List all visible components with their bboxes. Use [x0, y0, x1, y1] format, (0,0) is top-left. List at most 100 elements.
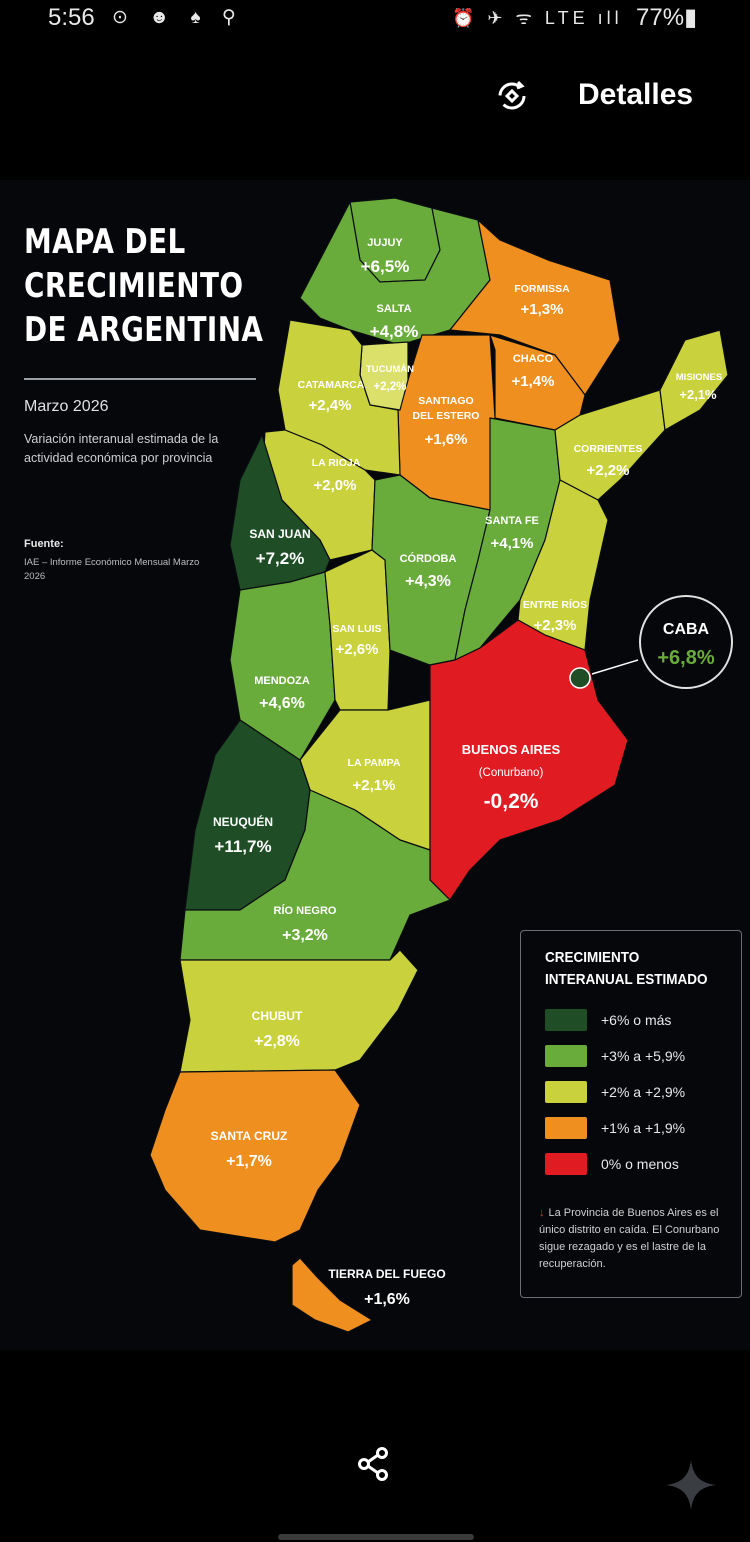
title-line: CRECIMIENTO: [24, 266, 244, 306]
source-label: Fuente:: [24, 538, 64, 550]
label-la-pampa: LA PAMPA: [348, 757, 401, 769]
status-time: 5:56: [48, 4, 95, 31]
poster-title: MAPA DEL CRECIMIENTO DE ARGENTINA: [24, 220, 263, 352]
label-cordoba: CÓRDOBA: [400, 552, 457, 565]
legend-swatch: [545, 1045, 587, 1067]
notification-icons: ⊙ ☻ ♠ ⚲: [112, 7, 244, 28]
province-misiones: [659, 329, 729, 431]
viewer-bottom-bar: [0, 1350, 750, 1542]
label-salta: SALTA: [376, 303, 411, 315]
title-line: MAPA DEL: [24, 222, 186, 262]
legend-item: +3% a +5,9%: [545, 1045, 735, 1069]
map-poster: MAPA DEL CRECIMIENTO DE ARGENTINA Marzo …: [0, 180, 750, 1350]
legend-swatch: [545, 1153, 587, 1175]
caba-connector: [591, 659, 639, 675]
value-neuquen: +11,7%: [214, 837, 271, 856]
sparkle-icon[interactable]: [664, 1458, 718, 1512]
details-button[interactable]: Detalles: [578, 78, 694, 111]
legend-label: +1% a +1,9%: [601, 1120, 686, 1136]
value-caba: +6,8%: [657, 647, 714, 669]
label-san-juan: SAN JUAN: [249, 527, 310, 541]
legend-swatch: [545, 1081, 587, 1103]
legend-note: ↓ La Provincia de Buenos Aires es el únic…: [539, 1205, 735, 1273]
legend-swatch: [545, 1009, 587, 1031]
title-line: DE ARGENTINA: [24, 310, 264, 350]
legend-item: 0% o menos: [545, 1153, 735, 1177]
value-la-pampa: +2,1%: [353, 777, 396, 794]
label-la-rioja: LA RIOJA: [312, 457, 361, 469]
value-buenos-aires: -0,2%: [484, 790, 539, 813]
value-catamarca: +2,4%: [309, 397, 352, 414]
value-chubut: +2,8%: [254, 1033, 300, 1050]
value-corrientes: +2,2%: [587, 462, 630, 479]
label-tucuman: TUCUMÁN: [366, 364, 414, 375]
title-divider: [24, 378, 256, 380]
province-chubut: [179, 949, 419, 1073]
poster-date: Marzo 2026: [24, 398, 109, 415]
source-text: IAE – Informe Económico Mensual Marzo 20…: [24, 557, 200, 582]
label-jujuy: JUJUY: [367, 237, 403, 249]
province-buenos-aires: [429, 619, 629, 901]
value-tierra-del-fuego: +1,6%: [364, 1291, 410, 1308]
label-rio-negro: RÍO NEGRO: [274, 904, 337, 917]
label-caba: CABA: [663, 621, 710, 638]
label-chaco: CHACO: [513, 353, 554, 365]
poster-description: Variación interanual estimada de la acti…: [24, 432, 219, 465]
value-salta: +4,8%: [370, 322, 419, 341]
legend-title-line: CRECIMIENTO: [545, 949, 640, 966]
label-catamarca: CATAMARCA: [298, 379, 365, 391]
legend-label: +6% o más: [601, 1012, 672, 1028]
value-chaco: +1,4%: [512, 373, 555, 390]
down-arrow-icon: ↓: [539, 1207, 545, 1219]
province-santa-cruz: [149, 1069, 361, 1243]
map-legend: CRECIMIENTO INTERANUAL ESTIMADO +6% o má…: [520, 930, 742, 1298]
legend-note-text: La Provincia de Buenos Aires es el único…: [539, 1207, 720, 1270]
value-formosa: +1,3%: [521, 301, 564, 318]
caba-marker: [569, 667, 591, 689]
value-santa-cruz: +1,7%: [226, 1153, 272, 1170]
label-santa-fe: SANTA FE: [485, 515, 539, 527]
value-entre-rios: +2,3%: [534, 617, 577, 634]
value-tucuman: +2,2%: [374, 381, 407, 393]
value-rio-negro: +3,2%: [282, 927, 328, 944]
province-rio-negro: [179, 789, 451, 961]
value-la-rioja: +2,0%: [314, 477, 357, 494]
legend-title: CRECIMIENTO INTERANUAL ESTIMADO: [545, 947, 708, 991]
legend-title-line: INTERANUAL ESTIMADO: [545, 971, 708, 988]
value-san-juan: +7,2%: [256, 549, 305, 568]
battery-indicator: 77%▮: [636, 4, 698, 31]
province-catamarca: [277, 319, 401, 476]
province-santiago-del-estero: [397, 334, 496, 511]
sub-buenos-aires: (Conurbano): [479, 767, 544, 779]
value-misiones: +2,1%: [679, 387, 717, 402]
value-cordoba: +4,3%: [405, 573, 451, 590]
label-entre-rios: ENTRE RÍOS: [523, 598, 587, 611]
share-icon[interactable]: [354, 1444, 394, 1484]
legend-label: 0% o menos: [601, 1156, 679, 1172]
caba-callout: [639, 595, 733, 689]
label-santiago-2: DEL ESTERO: [413, 410, 480, 422]
label-santiago: SANTIAGO: [418, 395, 473, 407]
value-santa-fe: +4,1%: [491, 535, 534, 552]
label-neuquen: NEUQUÉN: [213, 814, 273, 829]
label-san-luis: SAN LUIS: [332, 623, 381, 635]
value-jujuy: +6,5%: [361, 257, 410, 276]
label-buenos-aires: BUENOS AIRES: [462, 742, 561, 757]
label-misiones: MISIONES: [676, 372, 722, 383]
value-san-luis: +2,6%: [336, 641, 379, 658]
label-santa-cruz: SANTA CRUZ: [211, 1129, 288, 1143]
label-mendoza: MENDOZA: [254, 675, 310, 687]
legend-label: +2% a +2,9%: [601, 1084, 686, 1100]
label-corrientes: CORRIENTES: [574, 443, 643, 455]
system-icons: ⏰ ✈ ᯤ LTE ıll: [452, 8, 623, 28]
label-formosa: FORMISSA: [514, 283, 570, 295]
rotate-icon[interactable]: [494, 78, 530, 114]
argentina-map: JUJUY +6,5% SALTA +4,8% FORMISSA +1,3% M…: [149, 197, 733, 1333]
value-santiago: +1,6%: [425, 431, 468, 448]
value-mendoza: +4,6%: [259, 695, 305, 712]
province-tierra-del-fuego: [291, 1257, 373, 1333]
legend-item: +1% a +1,9%: [545, 1117, 735, 1141]
legend-item: +2% a +2,9%: [545, 1081, 735, 1105]
legend-swatch: [545, 1117, 587, 1139]
status-bar: 5:56 ⊙ ☻ ♠ ⚲ ⏰ ✈ ᯤ LTE ıll 77%▮: [0, 0, 750, 36]
